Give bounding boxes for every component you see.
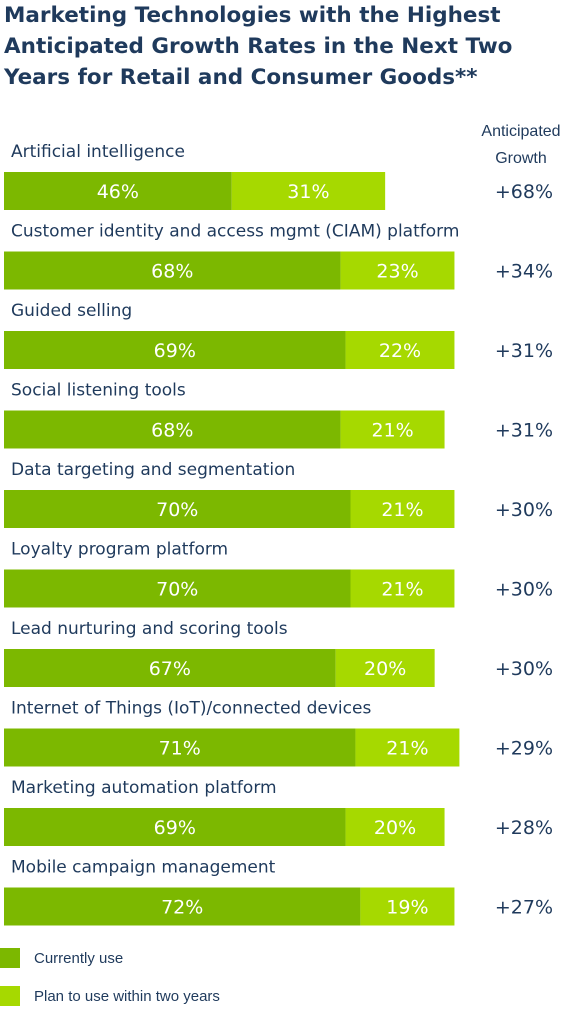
bar-value-plan-to-use: 22% [379,340,421,362]
bar-value-currently-use: 72% [161,897,203,919]
legend-swatch-currently-use [0,948,20,968]
bar-currently-use [4,569,351,608]
bar-value-plan-to-use: 21% [381,499,423,521]
bar-value-currently-use: 69% [154,340,196,362]
bar-currently-use [4,728,356,767]
category-label: Guided selling [11,301,132,321]
legend-label-currently-use: Currently use [34,950,124,967]
bar-currently-use [4,410,341,449]
bar-value-currently-use: 70% [156,499,198,521]
bar-value-plan-to-use: 23% [376,261,418,283]
category-label: Social listening tools [11,381,186,401]
bar-plan-to-use [231,172,386,210]
bar-value-currently-use: 67% [149,658,191,680]
anticipated-growth-value: +30% [495,579,553,601]
bar-plan-to-use [355,728,460,767]
legend-item-currently-use: Currently use [0,948,400,972]
bar-value-currently-use: 69% [154,817,196,839]
bar-currently-use [4,887,361,926]
bar-plan-to-use [340,410,445,449]
anticipated-growth-value: +31% [495,340,553,362]
stacked-bar-chart: Artificial intelligence 46% 31% +68% Custome… [4,142,553,926]
bar-plan-to-use [340,251,455,290]
anticipated-growth-value: +28% [495,817,553,839]
category-label: Lead nurturing and scoring tools [11,619,288,639]
bar-value-plan-to-use: 20% [374,817,416,839]
bar-value-currently-use: 71% [159,738,201,760]
bar-value-plan-to-use: 21% [371,420,413,442]
bar-plan-to-use [335,649,435,687]
bar-plan-to-use [350,569,455,608]
category-label: Internet of Things (IoT)/connected devic… [11,699,371,719]
category-label: Customer identity and access mgmt (CIAM)… [11,222,459,242]
bar-plan-to-use [350,490,455,528]
anticipated-growth-value: +68% [495,181,553,203]
category-label: Loyalty program platform [11,540,228,560]
bar-currently-use [4,490,351,528]
category-label: Mobile campaign management [11,858,276,878]
anticipated-growth-value: +29% [495,738,553,760]
anticipated-growth-header: Anticipated Growth [481,123,561,167]
legend-swatch-plan-to-use [0,986,20,1006]
bar-value-plan-to-use: 21% [386,738,428,760]
bar-currently-use [4,331,346,369]
bar-value-currently-use: 68% [151,261,193,283]
bar-value-currently-use: 68% [151,420,193,442]
bar-currently-use [4,808,346,846]
bar-plan-to-use [360,887,455,926]
anticipated-growth-value: +27% [495,897,553,919]
bar-value-currently-use: 70% [156,579,198,601]
bar-plan-to-use [345,331,455,369]
bar-value-plan-to-use: 19% [386,897,428,919]
bar-currently-use [4,172,232,210]
bar-value-currently-use: 46% [97,181,139,203]
bar-currently-use [4,649,336,687]
legend-item-plan-to-use: Plan to use within two years [0,986,400,1010]
anticipated-growth-value: +30% [495,499,553,521]
chart-title: Marketing Technologies with the Highest … [4,3,513,90]
bar-plan-to-use [345,808,445,846]
category-label: Data targeting and segmentation [11,460,295,480]
anticipated-growth-value: +30% [495,658,553,680]
legend-label-plan-to-use: Plan to use within two years [34,988,220,1005]
bar-currently-use [4,251,341,290]
bar-value-plan-to-use: 20% [364,658,406,680]
anticipated-growth-value: +31% [495,420,553,442]
category-label: Marketing automation platform [11,778,277,798]
anticipated-growth-value: +34% [495,261,553,283]
bar-value-plan-to-use: 31% [287,181,329,203]
bar-value-plan-to-use: 21% [381,579,423,601]
category-label: Artificial intelligence [11,142,185,162]
